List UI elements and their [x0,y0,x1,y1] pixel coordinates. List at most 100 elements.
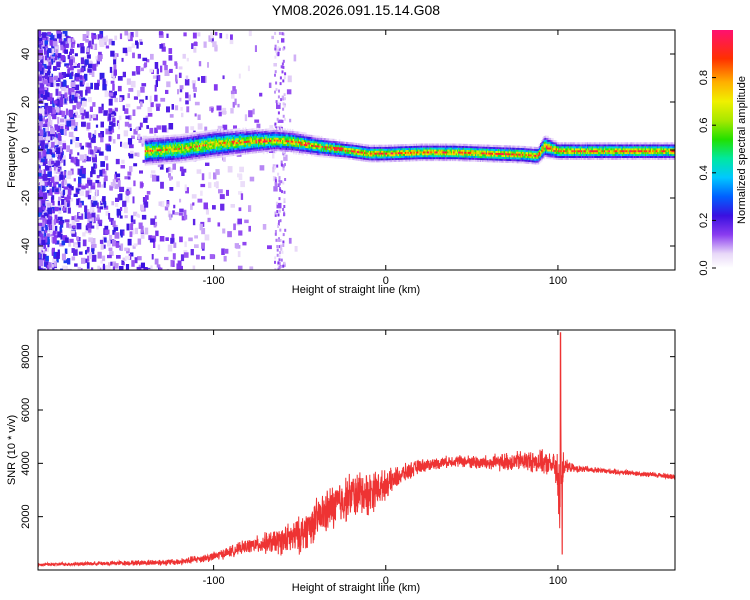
spectrogram-ridge-cell [148,145,150,149]
spectrogram-ridge-cell [192,139,195,143]
spectrogram-ridge-cell [159,152,161,155]
spectrogram-ridge-cell [154,149,156,152]
spectrogram-ridge-cell [194,155,196,158]
spectrogram-noise-cell [101,168,106,174]
spectrogram-ridge-cell [302,132,305,135]
spectrogram-ridge-cell [400,151,402,155]
spectrogram-ridge-cell [173,161,176,164]
spectrogram-ridge-cell [276,143,278,146]
spectrogram-noise-cell [123,207,128,214]
spectrogram-ridge-cell [262,148,265,151]
spectrogram-ridge-cell [296,150,299,153]
spectrogram-ridge-cell [199,148,201,151]
spectrogram-ridge-cell [188,134,190,137]
spectrogram-noise-cell [46,219,52,225]
spectrogram-noise-cell [127,238,132,246]
spectrogram-ridge-cell [335,150,337,153]
spectrogram-noise-cell [137,53,141,59]
spectrogram-ridge-cell [256,129,259,132]
spectrogram-ridge-cell [296,139,299,142]
spectrogram-noise-cell [85,142,89,148]
spectrogram-ridge-cell [197,156,200,159]
spectrogram-ridge-cell [161,139,164,142]
spectrogram-noise-cell [167,166,171,172]
spectrogram-ridge-cell [195,135,197,138]
spectrogram-ridge-cell [450,149,453,152]
spectrogram-ridge-cell [318,154,320,158]
spectrogram-ridge-cell [179,134,182,137]
spectrogram-noise-cell [38,37,43,42]
spectrogram-noise-cell [100,260,103,264]
spectrogram-ridge-cell [185,160,188,163]
spectrogram-ridge-cell [284,147,287,150]
spectrogram-ridge-cell [179,139,182,142]
spectrogram-ridge-cell [182,160,184,163]
spectrogram-ridge-cell [154,143,156,146]
spectrogram-noise-cell [232,101,235,108]
spectrogram-ridge-cell [411,157,413,160]
spectrogram-ridge-cell [164,144,166,147]
spectrogram-ridge-cell [380,152,383,155]
spectrogram-ridge-cell [412,147,414,150]
spectrogram-ridge-cell [415,159,418,162]
spectrogram-ridge-cell [336,141,338,144]
spectrogram-ridge-cell [199,144,201,147]
spectrogram-ridge-cell [211,139,213,142]
spectrogram-ridge-cell [189,148,191,151]
spectrogram-noise-cell [73,249,78,256]
spectrogram-ridge-cell [454,149,457,152]
spectrogram-ridge-cell [447,153,449,156]
spectrogram-ridge-cell [179,147,182,150]
spectrogram-ridge-cell [379,158,382,161]
spectrogram-noise-cell [53,75,58,81]
spectrogram-noise-cell [134,152,140,157]
spectrogram-ridge-cell [205,149,207,152]
spectrogram-ridge-cell [252,128,254,131]
spectrogram-noise-cell [194,244,199,248]
spectrogram-ridge-cell [195,149,197,152]
spectrogram-ridge-cell [417,153,419,156]
spectrogram-ridge-cell [180,153,183,156]
spectrogram-ridge-cell [282,132,284,135]
spectrogram-ridge-cell [347,149,349,152]
spectrogram-noise-cell [55,180,59,185]
spectrogram-ridge-cell [335,139,337,142]
spectrogram-noise-cell [44,165,50,171]
spectrogram-noise-cell [193,47,197,53]
spectrogram-noise-cell [278,47,281,51]
spectrogram-ridge-cell [191,157,194,160]
spectrogram-ridge-cell [145,144,148,147]
spectrogram-noise-cell [275,100,278,104]
spectrogram-ridge-cell [229,148,231,151]
spectrogram-ridge-cell [454,143,457,146]
spectrogram-ridge-cell [286,147,289,150]
spectrogram-noise-cell [82,98,87,103]
spectrogram-ridge-cell [171,150,173,153]
spectrogram-ridge-cell [291,144,294,147]
spectrogram-ridge-cell [284,136,287,139]
spectrogram-ridge-cell [326,155,329,158]
spectrogram-noise-cell [154,215,157,220]
spectrogram-ridge-cell [252,149,254,152]
spectrogram-ridge-cell [253,143,255,146]
spectrogram-ridge-cell [383,148,385,151]
spectrogram-ridge-cell [408,151,411,154]
spectrogram-ridge-cell [399,159,401,162]
spectrogram-ridge-cell [431,145,434,148]
spectrogram-ridge-cell [188,142,190,145]
spectrogram-noise-cell [46,202,52,207]
spectrogram-ridge-cell [453,149,455,152]
spectrogram-ridge-cell [243,141,246,144]
spectrogram-ridge-cell [178,151,181,154]
spectrogram-noise-cell [49,93,53,100]
spectrogram-ridge-cell [170,150,172,153]
spectrogram-ridge-cell [350,146,353,149]
spectrogram-ridge-cell [184,150,187,153]
spectrogram-ridge-cell [286,138,289,141]
spectrogram-noise-cell [53,256,59,263]
spectrogram-ridge-cell [149,157,152,160]
spectrogram-noise-cell [112,53,117,60]
spectrogram-ridge-cell [264,138,266,141]
spectrogram-ridge-cell [268,141,271,144]
spectrogram-noise-cell [46,204,51,210]
